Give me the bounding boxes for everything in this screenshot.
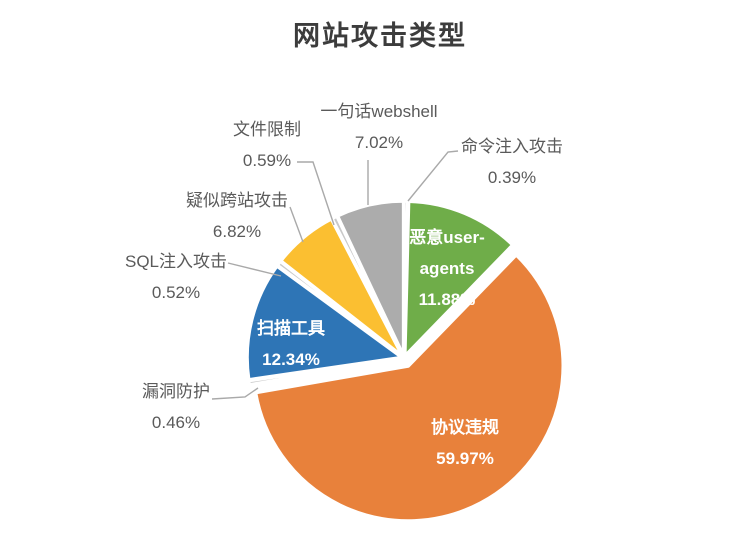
pie-slice-protocol-violation (253, 253, 565, 523)
pie-slice-malicious-user-agents (403, 199, 515, 358)
leader-line-sql-injection (227, 262, 282, 277)
chart-title: 网站攻击类型 (293, 21, 467, 51)
leader-line-suspected-xss (289, 206, 304, 243)
leader-line-vulnerability-protection (211, 387, 259, 400)
leader-line-file-restriction (297, 161, 335, 226)
leader-line-cmd-injection (407, 150, 459, 202)
pie-slice-scanning-tools (245, 264, 404, 382)
pie-slice-webshell-oneliner (335, 199, 406, 358)
